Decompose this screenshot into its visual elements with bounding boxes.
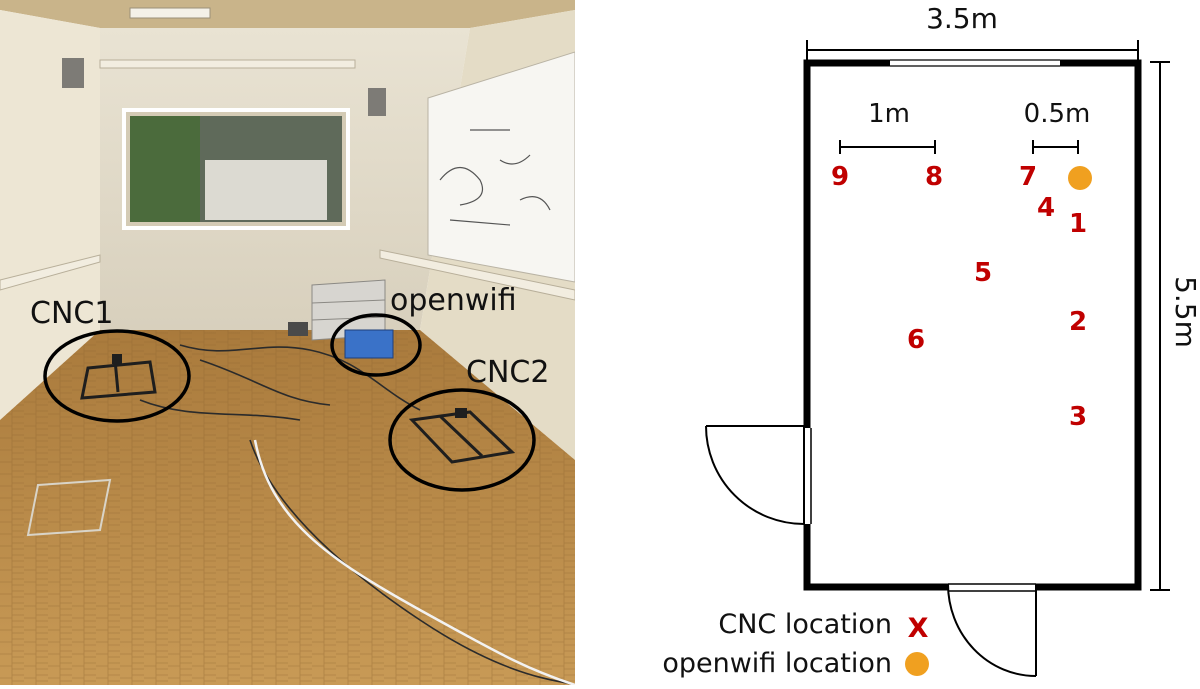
room-walls [803,59,1142,591]
openwifi-highlight-ellipse [330,313,422,377]
window-whiteboard [205,160,327,220]
white-cable [253,439,576,687]
legend-openwifi-label: openwifi location [662,648,892,679]
width-label: 3.5m [926,2,998,35]
marker-2: 2 [1069,307,1087,337]
scale-05m-label: 0.5m [1024,99,1091,129]
openwifi-label: openwifi [390,283,517,318]
marker-3: 3 [1069,402,1087,432]
left-wall [0,10,100,420]
legend-cnc-symbol: X [908,613,929,644]
floor-plan: 3.5m 5.5m 1m 0.5m 1 2 3 4 5 6 [575,0,1200,685]
scale-1m-label: 1m [868,99,910,129]
scale-1m-bar [839,140,936,154]
marker-1: 1 [1069,209,1087,239]
window-gap [890,58,1060,68]
marker-5: 5 [974,258,992,288]
left-door-gap [802,428,812,524]
floor-plan-drawing: 3.5m 5.5m 1m 0.5m 1 2 3 4 5 6 [662,2,1200,679]
width-dimension [806,40,1139,60]
speaker [62,58,84,88]
cnc1-highlight-ellipse [43,329,191,423]
whiteboard-scribbles [439,129,551,226]
ceiling [0,0,575,28]
marker-4: 4 [1037,193,1055,223]
window-trees [130,116,200,222]
cabinet-drawer-line [311,299,386,304]
cabinet-drawer-line [311,316,386,321]
speaker [368,88,386,116]
bottom-door-swing [947,583,1037,677]
left-door-swing [705,425,805,525]
legend-openwifi-dot [905,652,929,676]
scale-05m-bar [1032,140,1079,154]
cnc1-machine [80,354,157,400]
marker-8: 8 [925,162,943,192]
marker-9: 9 [831,162,849,192]
openwifi-location-dot [1068,166,1092,190]
room-photo-drawing: CNC1 openwifi CNC2 [0,0,576,687]
laptop [288,322,308,336]
cnc1-label: CNC1 [30,296,113,331]
wall-duct [99,59,356,69]
floor-hatch [26,478,112,537]
cables [139,344,576,686]
marker-7: 7 [1019,162,1037,192]
cnc2-highlight-ellipse [388,388,536,492]
height-dimension [1150,61,1170,591]
height-label: 5.5m [1169,276,1200,348]
legend-cnc-label: CNC location [718,609,892,640]
marker-6: 6 [907,325,925,355]
bottom-door-gap [948,582,1036,592]
cnc2-label: CNC2 [466,355,549,390]
room-photo: CNC1 openwifi CNC2 [0,0,576,687]
wall-duct-left [0,254,101,291]
ceiling-light [129,7,211,19]
openwifi-box [344,329,394,359]
cnc2-machine [408,408,516,464]
cnc-location-markers: 1 2 3 4 5 6 7 8 9 [831,162,1087,432]
